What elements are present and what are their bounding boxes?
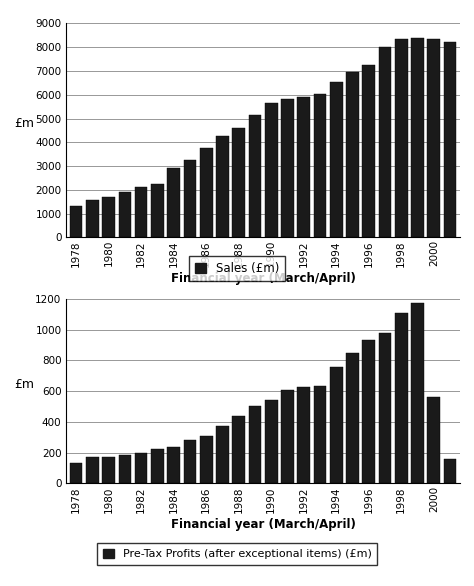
Y-axis label: £m: £m: [14, 117, 34, 131]
Bar: [232, 416, 245, 483]
Bar: [297, 97, 310, 237]
Bar: [70, 464, 82, 483]
Bar: [167, 447, 180, 483]
Bar: [395, 313, 408, 483]
Bar: [346, 72, 359, 237]
Legend: Sales (£m): Sales (£m): [189, 256, 285, 281]
Bar: [200, 436, 212, 483]
Legend: Pre-Tax Profits (after exceptional items) (£m): Pre-Tax Profits (after exceptional items…: [97, 543, 377, 564]
Bar: [151, 449, 164, 483]
Bar: [135, 452, 147, 483]
Bar: [330, 81, 343, 237]
X-axis label: Financial year (March/April): Financial year (March/April): [171, 518, 356, 532]
Bar: [70, 206, 82, 237]
Bar: [200, 148, 212, 237]
Bar: [363, 65, 375, 237]
Bar: [265, 103, 278, 237]
Bar: [248, 115, 261, 237]
Bar: [411, 38, 424, 237]
Bar: [86, 457, 99, 483]
Bar: [183, 441, 196, 483]
Bar: [281, 100, 294, 237]
Bar: [281, 390, 294, 483]
Bar: [232, 128, 245, 237]
Bar: [183, 160, 196, 237]
Bar: [411, 304, 424, 483]
Bar: [118, 192, 131, 237]
Bar: [102, 456, 115, 483]
Bar: [314, 94, 326, 237]
Bar: [428, 397, 440, 483]
Bar: [428, 39, 440, 237]
Bar: [167, 168, 180, 237]
Bar: [248, 406, 261, 483]
Bar: [444, 42, 456, 237]
Bar: [379, 333, 392, 483]
Bar: [379, 47, 392, 237]
Bar: [151, 184, 164, 237]
Bar: [216, 426, 229, 483]
Bar: [102, 197, 115, 237]
Y-axis label: £m: £m: [14, 378, 34, 391]
Bar: [86, 200, 99, 237]
Bar: [265, 400, 278, 483]
Bar: [314, 386, 326, 483]
Bar: [216, 137, 229, 237]
Bar: [444, 459, 456, 483]
Bar: [363, 340, 375, 483]
Bar: [346, 353, 359, 483]
Bar: [395, 39, 408, 237]
Bar: [118, 455, 131, 483]
Bar: [135, 188, 147, 237]
Bar: [330, 367, 343, 483]
X-axis label: Financial year (March/April): Financial year (March/April): [171, 272, 356, 285]
Bar: [297, 387, 310, 483]
